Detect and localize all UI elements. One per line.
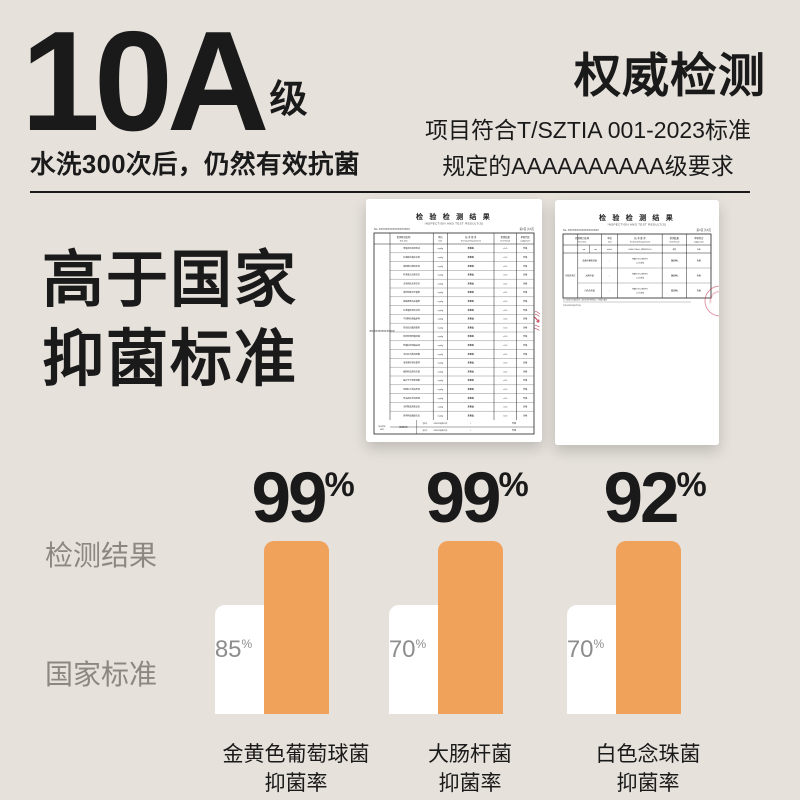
svg-text:INSPECTION AND TEST RESULT(S): INSPECTION AND TEST RESULT(S) [608, 223, 667, 227]
svg-text:cfu/mL: cfu/mL [607, 249, 612, 251]
svg-text:92.8%: 92.8% [671, 291, 678, 293]
svg-text:Technical Requirement: Technical Requirement [630, 241, 651, 244]
svg-text:99.9%: 99.9% [671, 276, 678, 278]
svg-text:Judgement: Judgement [694, 241, 704, 244]
svg-text:第X页 共X页: 第X页 共X页 [696, 228, 711, 232]
svg-text:No. XXXXXXXXXXXXXXXXXX: No. XXXXXXXXXXXXXXXXXX [563, 228, 599, 232]
svg-text:99.9%: 99.9% [671, 261, 678, 263]
svg-text:检 验 检 测 结 果: 检 验 检 测 结 果 [599, 213, 675, 222]
svg-text:Test Result: Test Result [669, 241, 679, 244]
svg-text:Unit: Unit [608, 241, 612, 244]
svg-text:Test Item: Test Item [578, 241, 586, 244]
